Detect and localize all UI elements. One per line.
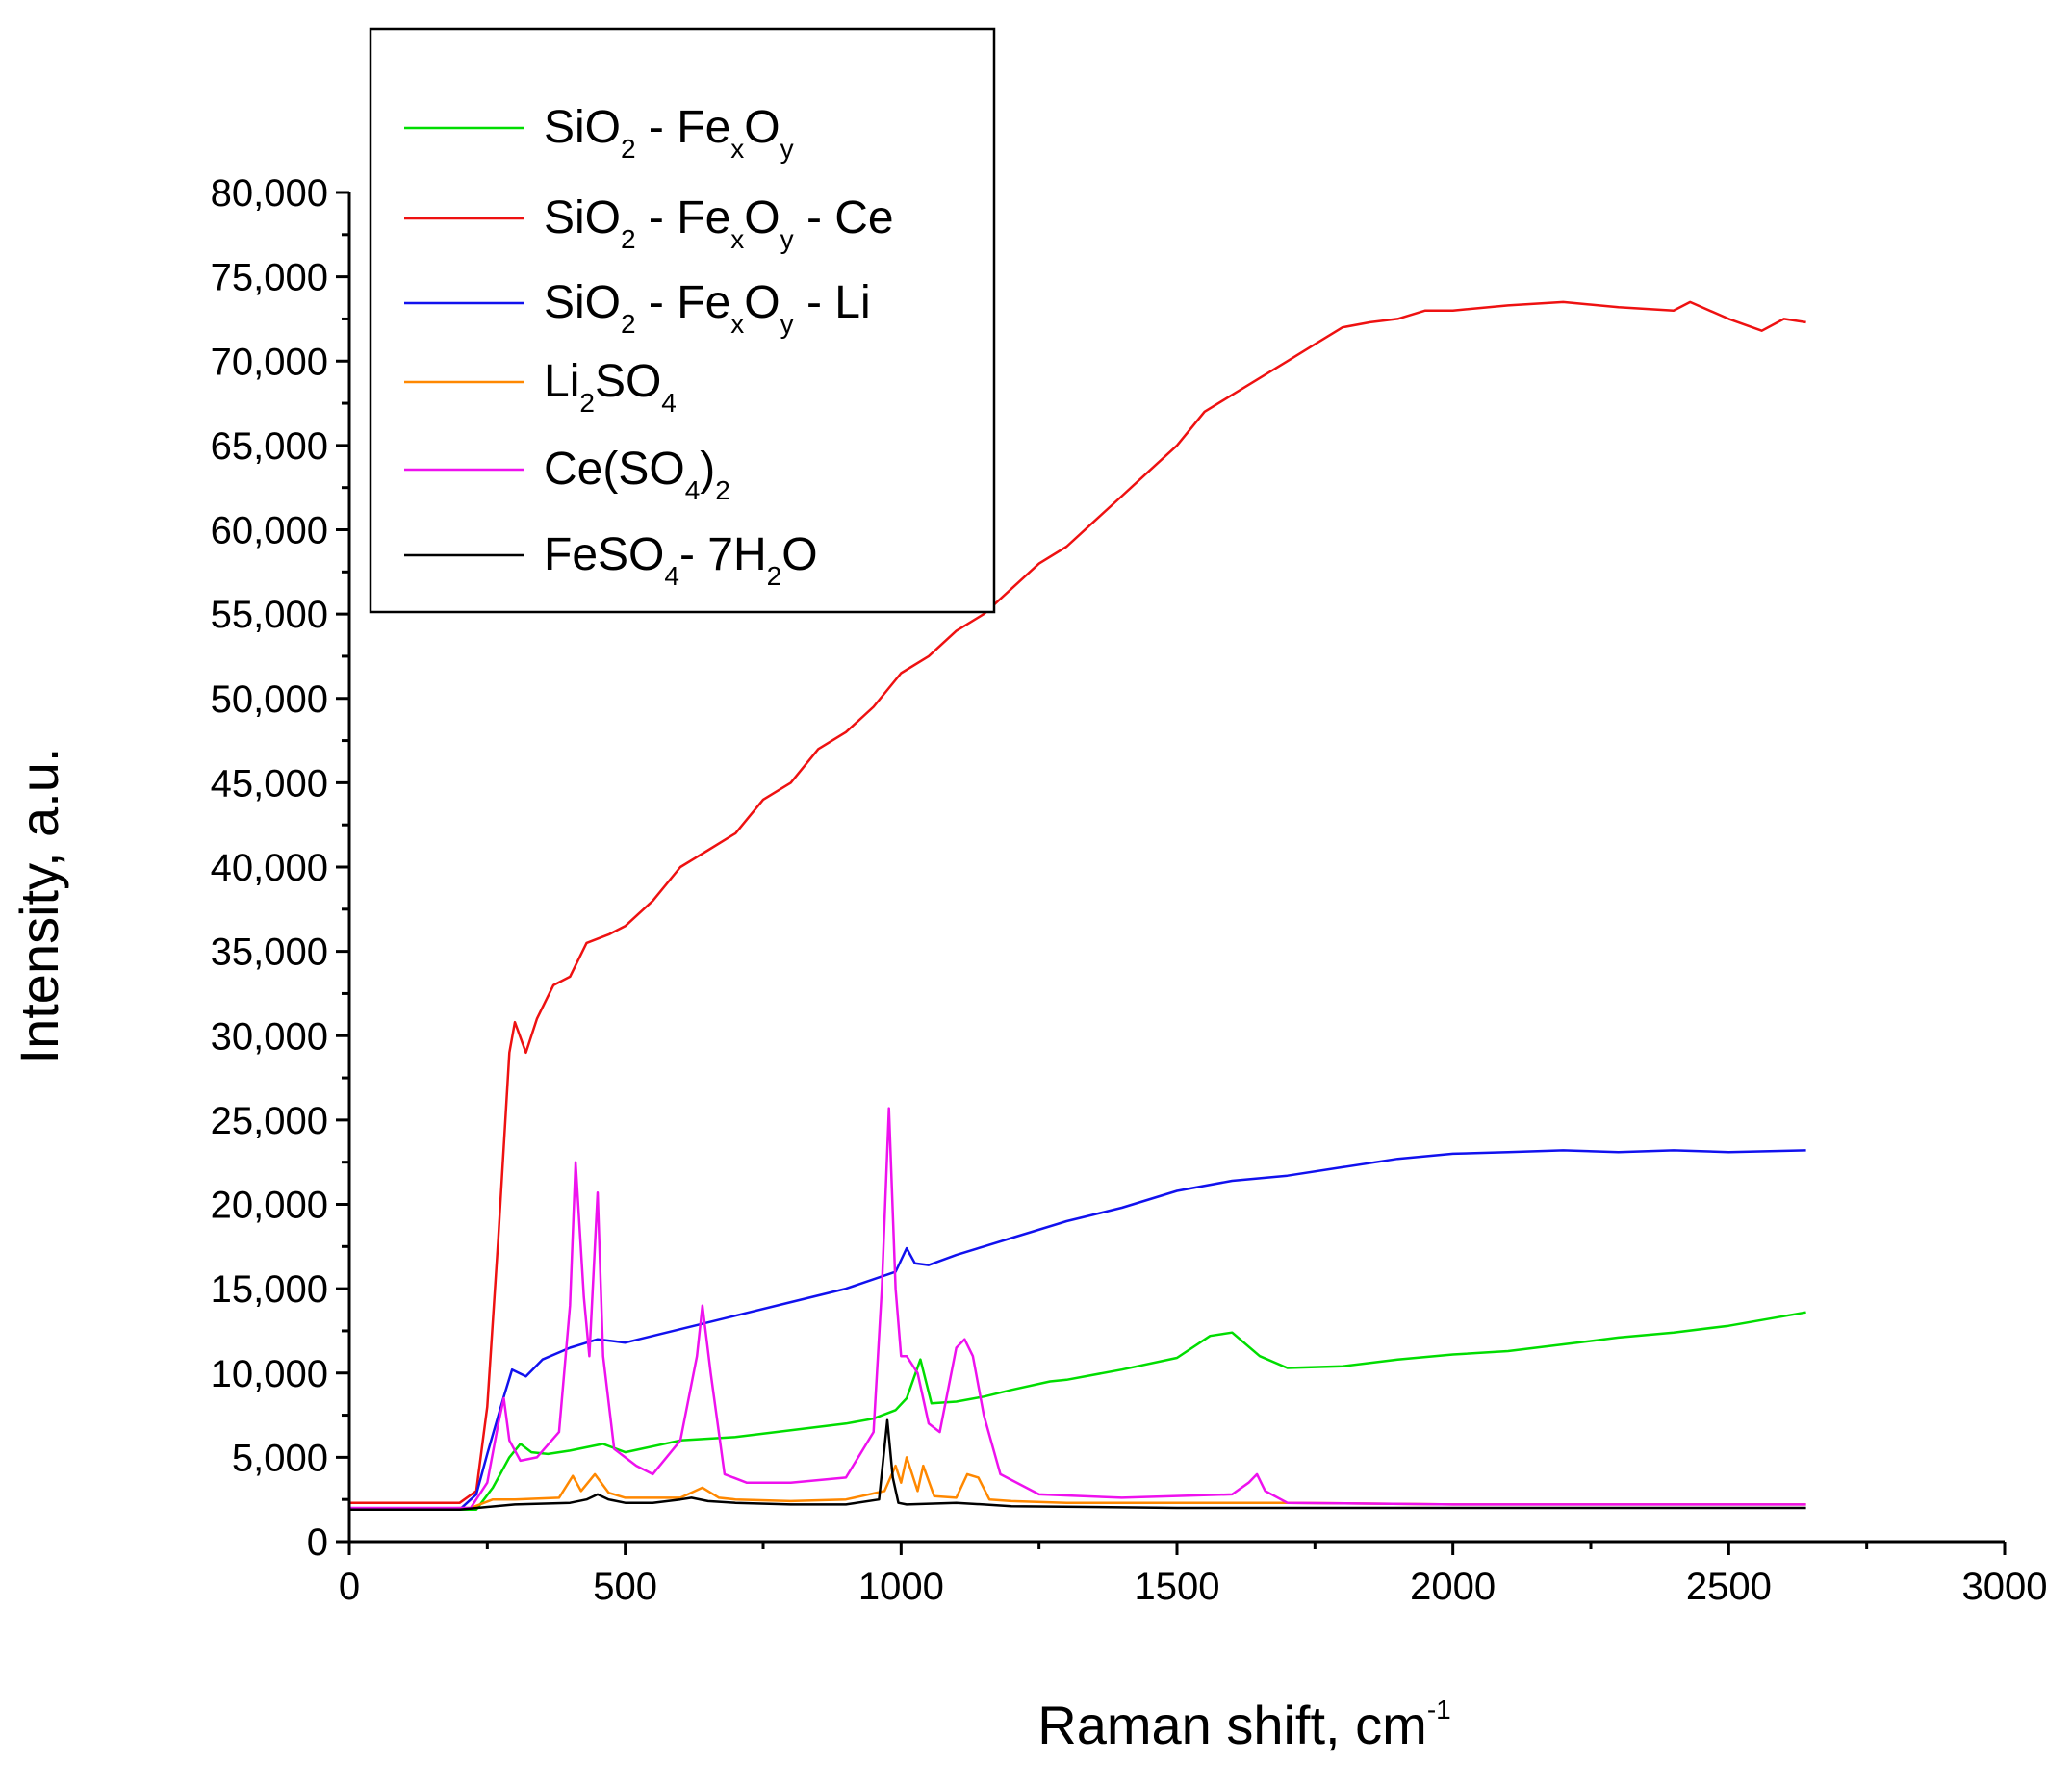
x-axis-title: Raman shift, cm-1	[1037, 1695, 1450, 1755]
y-axis-ticks: 0 5,000 10,000 15,000 20,000 25,000 30,000 35,0…	[211, 172, 349, 1564]
y-tick-label: 45,000	[211, 762, 328, 805]
legend-entry: Ce(SO4)2	[404, 444, 730, 505]
x-axis-ticks: 0 500 1000 1500 2000 2500 3000	[339, 1542, 2048, 1608]
series-line-1	[349, 1311, 1806, 1511]
series-line-3	[349, 1149, 1806, 1511]
y-tick-label: 0	[307, 1521, 328, 1564]
x-axis-title-superscript: -1	[1427, 1695, 1451, 1724]
legend-box	[369, 27, 996, 614]
legend-entry: SiO2 - FexOy - Ce	[404, 192, 894, 254]
legend: SiO2 - FexOy SiO2 - FexOy - Ce SiO2 - FexO…	[369, 27, 996, 614]
axes: 0 5,000 10,000 15,000 20,000 25,000 30,000 35,0…	[211, 172, 2048, 1608]
x-tick-label: 0	[339, 1566, 360, 1608]
x-tick-label: 1500	[1135, 1566, 1220, 1608]
y-tick-label: 40,000	[211, 847, 328, 889]
y-tick-label: 50,000	[211, 678, 328, 721]
x-tick-label: 500	[593, 1566, 657, 1608]
y-tick-label: 30,000	[211, 1015, 328, 1058]
x-tick-label: 2000	[1410, 1566, 1496, 1608]
x-tick-label: 1000	[858, 1566, 944, 1608]
x-axis-title-main: Raman shift, cm	[1037, 1695, 1427, 1755]
x-tick-label: 2500	[1686, 1566, 1772, 1608]
y-tick-label: 60,000	[211, 510, 328, 552]
x-tick-label: 3000	[1962, 1566, 2048, 1608]
legend-label: SiO2 - FexOy - Ce	[544, 192, 894, 254]
legend-label: SiO2 - FexOy - Li	[544, 277, 871, 339]
y-tick-label: 65,000	[211, 425, 328, 468]
legend-label: SiO2 - FexOy	[544, 102, 794, 164]
y-tick-label: 15,000	[211, 1268, 328, 1311]
y-tick-label: 70,000	[211, 341, 328, 383]
legend-entry: FeSO4- 7H2O	[404, 529, 818, 591]
y-tick-label: 10,000	[211, 1353, 328, 1395]
y-axis-title: Intensity, a.u.	[9, 748, 69, 1064]
legend-entries: SiO2 - FexOy SiO2 - FexOy - Ce SiO2 - FexO…	[404, 102, 894, 591]
y-tick-label: 35,000	[211, 932, 328, 974]
legend-entry: SiO2 - FexOy	[404, 102, 794, 164]
series-line-6	[349, 1418, 1806, 1511]
y-tick-label: 20,000	[211, 1185, 328, 1227]
legend-entry: SiO2 - FexOy - Li	[404, 277, 871, 339]
y-tick-label: 80,000	[211, 172, 328, 215]
legend-label: Ce(SO4)2	[544, 444, 730, 505]
series-line-2	[349, 300, 1806, 1504]
series-line-4	[348, 1456, 1806, 1511]
legend-label: Li2SO4	[544, 356, 677, 418]
plot-series-lines	[348, 300, 1806, 1511]
y-tick-label: 25,000	[211, 1100, 328, 1142]
y-tick-label: 55,000	[211, 594, 328, 636]
y-tick-label: 5,000	[232, 1437, 328, 1479]
series-line-5	[349, 1107, 1806, 1510]
y-tick-label: 75,000	[211, 257, 328, 299]
legend-entry: Li2SO4	[404, 356, 677, 418]
legend-label: FeSO4- 7H2O	[544, 529, 818, 591]
